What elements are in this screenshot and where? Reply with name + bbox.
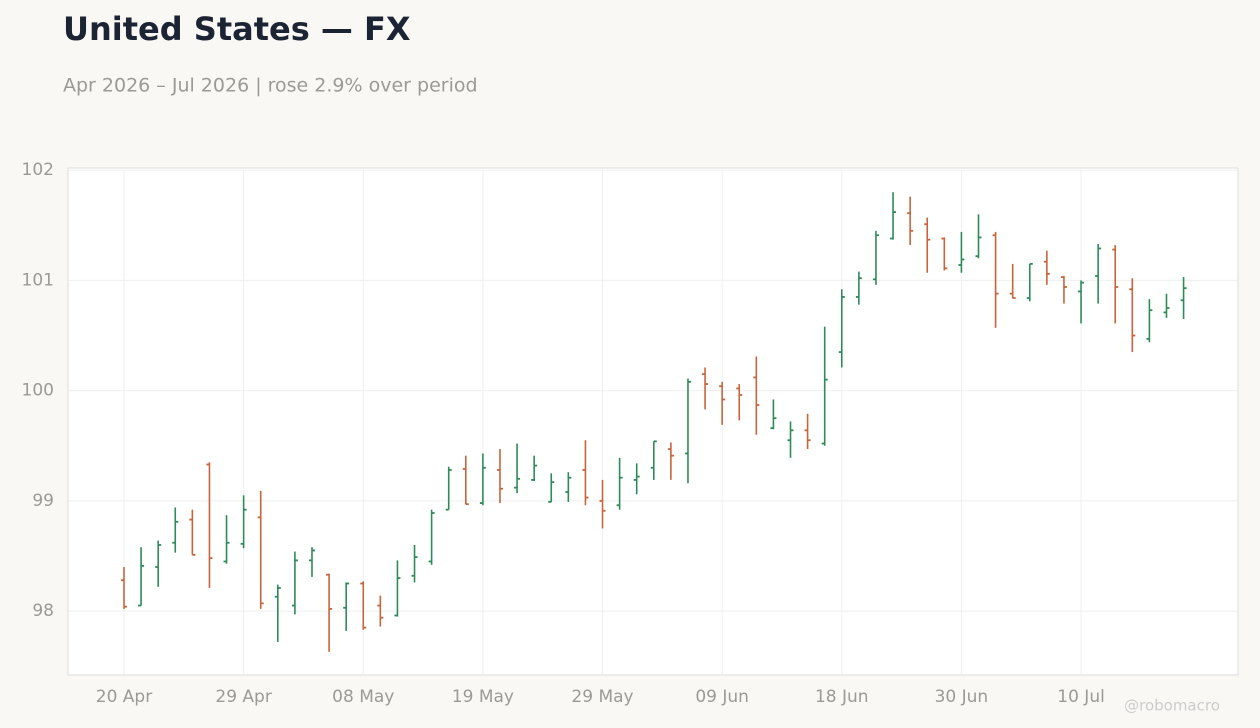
y-tick-label: 101 [22, 270, 54, 290]
x-tick-label: 18 Jun [815, 687, 869, 707]
chart-subtitle: Apr 2026 – Jul 2026 | rose 2.9% over per… [63, 75, 478, 97]
x-tick-label: 10 Jul [1057, 687, 1105, 707]
chart-title: United States — FX [63, 10, 411, 48]
y-tick-label: 99 [32, 491, 54, 511]
y-tick-label: 98 [32, 601, 54, 621]
x-tick-label: 29 May [571, 687, 633, 707]
y-tick-label: 100 [22, 381, 54, 401]
x-tick-label: 08 May [332, 687, 394, 707]
x-tick-label: 20 Apr [96, 687, 152, 707]
x-tick-label: 09 Jun [695, 687, 749, 707]
y-tick-label: 102 [22, 160, 54, 180]
x-tick-label: 29 Apr [215, 687, 271, 707]
watermark: @robomacro [1124, 697, 1220, 715]
x-tick-label: 19 May [452, 687, 514, 707]
x-tick-label: 30 Jun [935, 687, 989, 707]
plot-area [67, 167, 1239, 676]
